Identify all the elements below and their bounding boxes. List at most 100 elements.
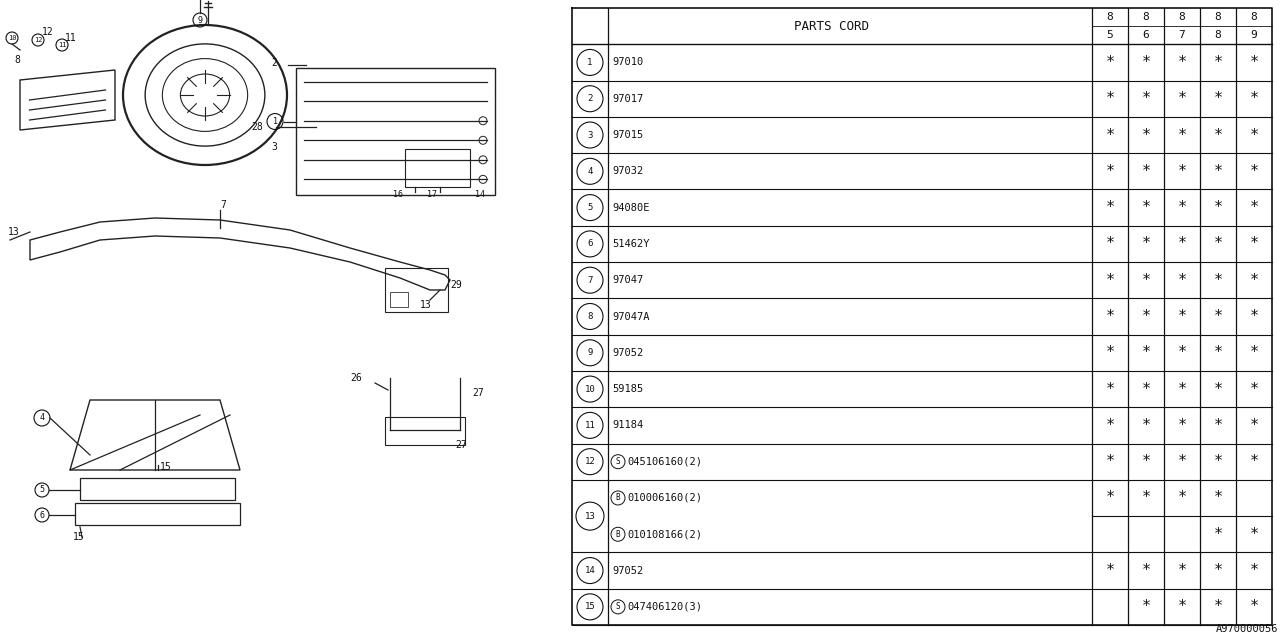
Text: *: * [1142, 127, 1151, 143]
Text: 8: 8 [1143, 12, 1149, 22]
Text: *: * [1178, 454, 1187, 469]
Text: 5: 5 [1107, 30, 1114, 40]
Text: *: * [1142, 381, 1151, 397]
Text: 97047A: 97047A [612, 312, 649, 321]
Text: *: * [1249, 527, 1258, 542]
Text: 1: 1 [588, 58, 593, 67]
Text: 16: 16 [393, 189, 403, 198]
Text: *: * [1106, 200, 1115, 215]
Text: 97047: 97047 [612, 275, 644, 285]
Text: 047406120(3): 047406120(3) [627, 602, 701, 612]
Text: *: * [1249, 55, 1258, 70]
Text: 97015: 97015 [612, 130, 644, 140]
Text: *: * [1106, 55, 1115, 70]
Text: 15: 15 [585, 602, 595, 611]
Text: 5: 5 [40, 486, 45, 495]
Text: 15: 15 [73, 532, 84, 542]
Text: 9: 9 [197, 15, 202, 24]
Text: *: * [1142, 273, 1151, 288]
Text: 8: 8 [1215, 30, 1221, 40]
Text: *: * [1213, 454, 1222, 469]
Bar [296, 68, 495, 195]
Text: 7: 7 [220, 200, 225, 210]
Text: 59185: 59185 [612, 384, 644, 394]
Text: 8: 8 [1179, 12, 1185, 22]
Text: 3: 3 [588, 131, 593, 140]
Text: *: * [1142, 599, 1151, 614]
Text: *: * [1213, 418, 1222, 433]
Text: *: * [1106, 127, 1115, 143]
Text: *: * [1106, 563, 1115, 578]
Text: 97017: 97017 [612, 93, 644, 104]
Text: 045106160(2): 045106160(2) [627, 457, 701, 467]
Text: 8: 8 [1107, 12, 1114, 22]
Text: *: * [1213, 381, 1222, 397]
Text: *: * [1249, 346, 1258, 360]
Text: *: * [1178, 200, 1187, 215]
Text: 7: 7 [588, 276, 593, 285]
Text: 12: 12 [33, 37, 42, 43]
Text: *: * [1249, 164, 1258, 179]
Text: 010006160(2): 010006160(2) [627, 493, 701, 503]
Text: 3: 3 [271, 141, 276, 152]
Text: 15: 15 [160, 462, 172, 472]
Text: *: * [1178, 309, 1187, 324]
Text: *: * [1178, 346, 1187, 360]
Text: *: * [1142, 346, 1151, 360]
Text: 5: 5 [588, 203, 593, 212]
Text: 13: 13 [8, 227, 19, 237]
Text: 91184: 91184 [612, 420, 644, 430]
Text: 2: 2 [271, 58, 276, 68]
Text: *: * [1213, 563, 1222, 578]
Text: 27: 27 [454, 440, 467, 450]
Text: B: B [616, 493, 621, 502]
Text: *: * [1213, 346, 1222, 360]
Text: 2: 2 [588, 94, 593, 103]
Text: 1: 1 [273, 117, 278, 126]
Text: *: * [1106, 454, 1115, 469]
Bar [76, 503, 241, 525]
Bar [79, 478, 236, 500]
Text: 4: 4 [40, 413, 45, 422]
Text: *: * [1106, 381, 1115, 397]
Text: *: * [1142, 236, 1151, 252]
Bar [385, 417, 465, 445]
Text: 26: 26 [349, 373, 362, 383]
Text: 4: 4 [588, 167, 593, 176]
Text: *: * [1142, 92, 1151, 106]
Text: 97052: 97052 [612, 566, 644, 575]
Text: 8: 8 [14, 55, 20, 65]
Text: *: * [1213, 127, 1222, 143]
Text: *: * [1142, 418, 1151, 433]
Text: *: * [1213, 92, 1222, 106]
Text: *: * [1213, 200, 1222, 215]
Bar [390, 292, 408, 307]
Text: *: * [1249, 563, 1258, 578]
Text: 51462Y: 51462Y [612, 239, 649, 249]
Text: 29: 29 [451, 280, 462, 290]
Text: *: * [1213, 273, 1222, 288]
Text: *: * [1142, 55, 1151, 70]
Text: *: * [1249, 418, 1258, 433]
Text: 8: 8 [588, 312, 593, 321]
Text: 97052: 97052 [612, 348, 644, 358]
Text: *: * [1178, 381, 1187, 397]
Text: *: * [1249, 92, 1258, 106]
Text: *: * [1249, 309, 1258, 324]
Text: *: * [1213, 55, 1222, 70]
Bar [385, 268, 448, 312]
Text: A970000056: A970000056 [1216, 624, 1277, 634]
Bar [406, 149, 471, 187]
Text: 94080E: 94080E [612, 203, 649, 212]
Text: 13: 13 [420, 300, 431, 310]
Text: 9: 9 [1251, 30, 1257, 40]
Text: 10: 10 [585, 385, 595, 394]
Text: *: * [1106, 92, 1115, 106]
Text: 97032: 97032 [612, 166, 644, 177]
Text: *: * [1249, 200, 1258, 215]
Text: 13: 13 [585, 511, 595, 520]
Text: 97010: 97010 [612, 58, 644, 67]
Text: *: * [1213, 527, 1222, 542]
Text: *: * [1213, 309, 1222, 324]
Text: *: * [1178, 127, 1187, 143]
